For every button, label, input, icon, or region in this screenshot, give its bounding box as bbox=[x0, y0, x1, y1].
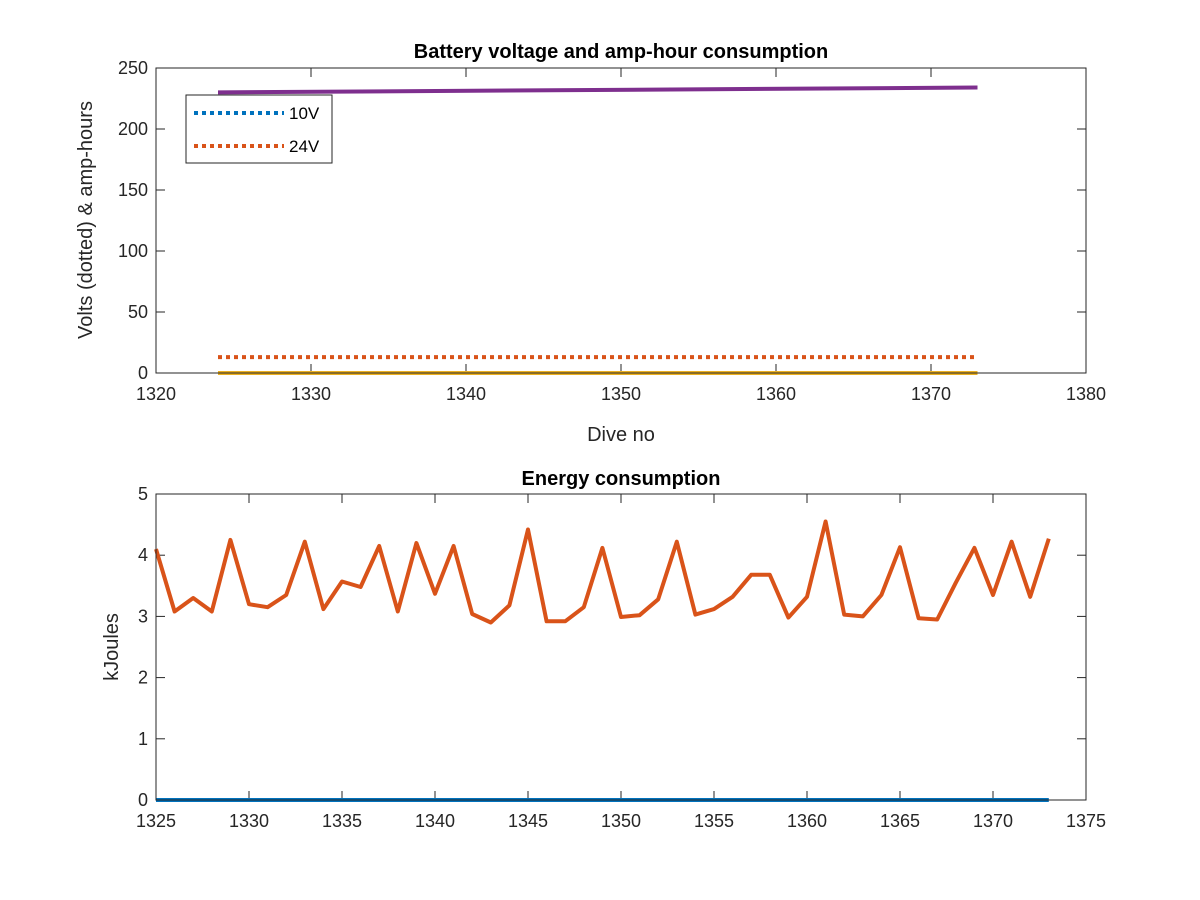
voltage-y-tick-label: 150 bbox=[118, 180, 148, 200]
voltage-x-tick-label: 1360 bbox=[756, 384, 796, 404]
energy-x-tick-label: 1345 bbox=[508, 811, 548, 831]
energy-chart-axes-box bbox=[155, 493, 1087, 801]
energy-x-tick-label: 1330 bbox=[229, 811, 269, 831]
energy-y-tick-label: 3 bbox=[138, 606, 148, 626]
voltage-x-tick-label: 1350 bbox=[601, 384, 641, 404]
voltage-chart-axes-box bbox=[155, 67, 1087, 374]
energy-x-tick-label: 1325 bbox=[136, 811, 176, 831]
voltage-chart-legend: 10V 24V bbox=[185, 94, 333, 164]
voltage-y-tick-label: 250 bbox=[118, 58, 148, 78]
energy-y-tick-label: 0 bbox=[138, 790, 148, 810]
legend-label-24v: 24V bbox=[289, 137, 320, 156]
energy-x-tick-label: 1365 bbox=[880, 811, 920, 831]
energy-x-tick-label: 1370 bbox=[973, 811, 1013, 831]
legend-label-10v: 10V bbox=[289, 104, 320, 123]
voltage-x-tick-label: 1330 bbox=[291, 384, 331, 404]
legend-box bbox=[185, 94, 333, 164]
energy-series-line-1 bbox=[154, 519, 1051, 625]
voltage-x-tick-label: 1370 bbox=[911, 384, 951, 404]
energy-chart-ticks: 1325 1330 1335 1340 1345 1350 1355 1360 1365 1370… bbox=[136, 484, 1106, 831]
energy-x-tick-label: 1355 bbox=[694, 811, 734, 831]
energy-chart: Energy consumption 1325 1330 1335 1340 1345 1… bbox=[101, 468, 1106, 831]
energy-y-tick-label: 4 bbox=[138, 545, 148, 565]
energy-y-tick-label: 1 bbox=[138, 729, 148, 749]
energy-chart-y-axis-label: kJoules bbox=[101, 613, 123, 681]
energy-chart-title: Energy consumption bbox=[522, 468, 721, 490]
energy-x-tick-label: 1350 bbox=[601, 811, 641, 831]
voltage-x-tick-label: 1380 bbox=[1066, 384, 1106, 404]
voltage-chart: Battery voltage and amp-hour consumption… bbox=[75, 41, 1106, 446]
voltage-y-tick-label: 200 bbox=[118, 119, 148, 139]
voltage-series-line-3 bbox=[217, 85, 978, 95]
voltage-chart-title: Battery voltage and amp-hour consumption bbox=[414, 41, 828, 63]
voltage-x-tick-label: 1340 bbox=[446, 384, 486, 404]
energy-x-tick-label: 1335 bbox=[322, 811, 362, 831]
energy-x-tick-label: 1360 bbox=[787, 811, 827, 831]
voltage-y-tick-label: 100 bbox=[118, 241, 148, 261]
voltage-x-tick-label: 1320 bbox=[136, 384, 176, 404]
energy-x-tick-label: 1340 bbox=[415, 811, 455, 831]
energy-y-tick-label: 5 bbox=[138, 484, 148, 504]
voltage-chart-ticks: 1320 1330 1340 1350 1360 1370 1380 0 50 100 150 200… bbox=[118, 58, 1106, 404]
voltage-y-tick-label: 50 bbox=[128, 302, 148, 322]
energy-y-tick-label: 2 bbox=[138, 668, 148, 688]
energy-x-tick-label: 1375 bbox=[1066, 811, 1106, 831]
voltage-chart-x-axis-label: Dive no bbox=[587, 424, 655, 446]
voltage-chart-y-axis-label: Volts (dotted) & amp-hours bbox=[75, 101, 97, 339]
voltage-y-tick-label: 0 bbox=[138, 363, 148, 383]
